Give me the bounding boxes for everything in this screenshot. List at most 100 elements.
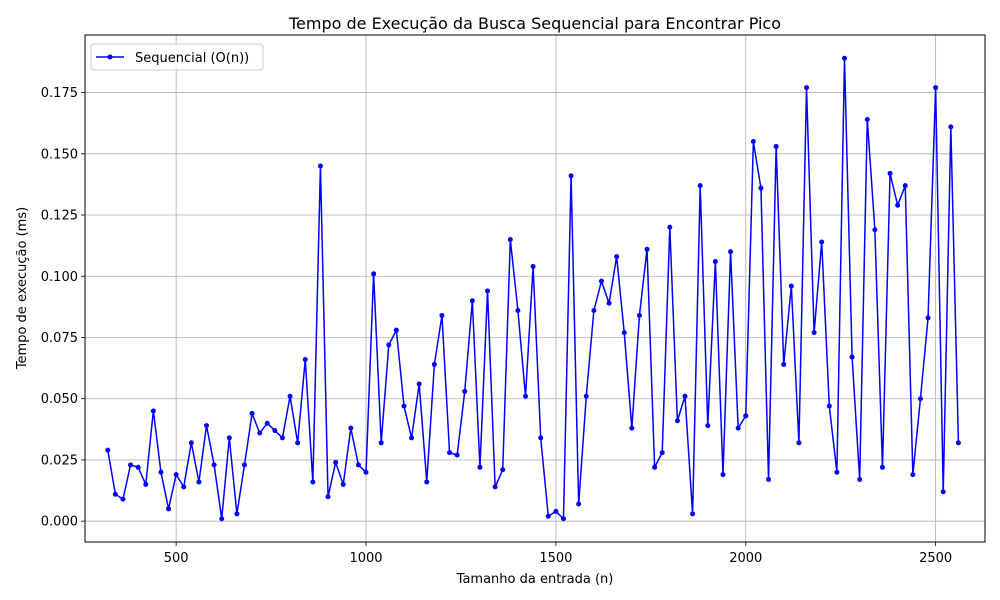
data-point [469, 298, 475, 304]
chart-title: Tempo de Execução da Busca Sequencial pa… [288, 14, 781, 33]
data-point [371, 271, 377, 277]
data-point [439, 312, 445, 318]
data-point [925, 315, 931, 321]
data-point [317, 163, 323, 169]
data-point [226, 435, 232, 441]
data-point [674, 418, 680, 424]
data-point [940, 489, 946, 495]
data-point [204, 423, 210, 429]
x-tick-label: 1500 [539, 551, 572, 566]
legend-point-marker [107, 54, 113, 60]
data-point [120, 496, 126, 502]
data-point [355, 462, 361, 468]
data-point [773, 143, 779, 149]
y-tick-label: 0.050 [41, 392, 78, 407]
data-point [211, 462, 217, 468]
data-point [462, 388, 468, 394]
data-point [864, 117, 870, 122]
data-point [166, 506, 172, 512]
x-tick-label: 2000 [729, 551, 762, 566]
data-point [128, 462, 134, 468]
data-point [750, 139, 756, 145]
data-point [401, 403, 407, 409]
y-tick-label: 0.175 [41, 86, 78, 101]
data-point [333, 459, 339, 465]
data-point [568, 173, 574, 179]
data-point [758, 185, 764, 191]
data-point [507, 237, 513, 243]
data-point [591, 308, 597, 314]
data-point [348, 425, 354, 431]
data-point [766, 477, 772, 483]
data-point [887, 170, 893, 176]
data-point [606, 300, 612, 306]
data-point [378, 440, 384, 446]
data-point [834, 469, 840, 475]
data-point [636, 312, 642, 318]
data-point [454, 452, 460, 458]
data-point [697, 183, 703, 189]
data-point [150, 408, 156, 414]
data-point [857, 477, 863, 483]
data-point [705, 423, 711, 429]
data-point [257, 430, 263, 436]
data-point [393, 327, 399, 333]
data-point [485, 288, 491, 294]
data-point [477, 464, 483, 470]
data-point [917, 396, 923, 402]
data-point [416, 381, 422, 387]
data-point [295, 440, 301, 446]
y-tick-label: 0.100 [41, 270, 78, 285]
data-point [112, 491, 118, 497]
data-point [644, 246, 650, 252]
data-point [196, 479, 202, 485]
data-point [173, 472, 179, 478]
data-point [743, 413, 749, 419]
data-point [948, 124, 954, 130]
data-point [272, 428, 278, 434]
data-point [264, 420, 270, 426]
data-point [811, 330, 817, 336]
data-point [879, 464, 885, 470]
data-point [492, 484, 498, 490]
data-point [500, 467, 506, 473]
data-point [325, 494, 331, 500]
data-point [553, 508, 559, 514]
data-point [241, 462, 247, 468]
y-tick-label: 0.025 [41, 453, 78, 468]
data-point [530, 263, 536, 269]
data-point [652, 464, 658, 470]
data-point [712, 259, 718, 265]
data-point [515, 308, 521, 314]
y-tick-label: 0.150 [41, 147, 78, 162]
data-point [576, 501, 582, 507]
data-point [955, 440, 961, 446]
data-point [310, 479, 316, 485]
data-point [690, 511, 696, 517]
data-point [728, 249, 734, 255]
data-point [143, 481, 149, 487]
data-point [234, 511, 240, 517]
data-point [804, 85, 810, 91]
legend: Sequencial (O(n)) [90, 43, 264, 71]
data-point [431, 361, 437, 367]
series-layer [105, 55, 961, 522]
data-point [523, 393, 529, 399]
data-point [841, 55, 847, 61]
data-point [560, 516, 566, 522]
data-point [682, 393, 688, 399]
data-point [902, 183, 908, 189]
legend-box [90, 43, 264, 71]
data-point [279, 435, 285, 441]
data-point [659, 450, 665, 456]
data-point [158, 469, 164, 475]
legend-entry-label: Sequencial (O(n)) [135, 51, 249, 66]
data-point [135, 464, 141, 470]
data-point [545, 513, 551, 519]
x-tick-label: 2500 [919, 551, 952, 566]
data-point [386, 342, 392, 348]
x-axis-label: Tamanho da entrada (n) [456, 572, 614, 587]
data-point [340, 481, 346, 487]
ticks: 500 1000 1500 2000 2500 0.000 0.025 0.050 0.075 0… [41, 86, 952, 566]
